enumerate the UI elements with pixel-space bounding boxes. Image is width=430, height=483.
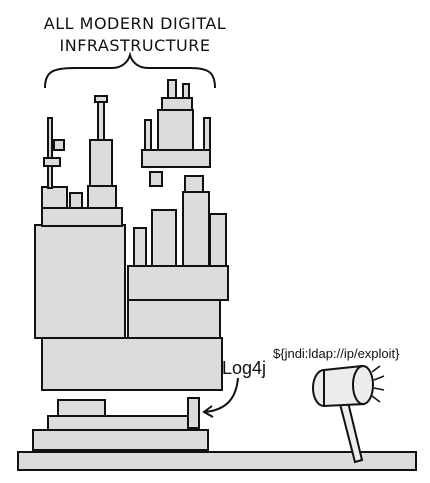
impact-lines	[371, 365, 385, 403]
support-block	[57, 399, 106, 417]
center-small-b	[209, 213, 227, 267]
left-pin-cap-1	[94, 95, 108, 103]
hammer-head-right	[352, 365, 374, 405]
exploit-string-label: ${jndi:ldap://ip/exploit}	[273, 346, 400, 361]
left-main-block	[34, 224, 126, 339]
center-cap	[161, 97, 193, 111]
left-center-pin	[144, 119, 152, 151]
center-link-2	[184, 175, 204, 193]
base-slab-bottom	[17, 451, 417, 471]
log4j-label: Log4j	[222, 358, 267, 378]
center-column-low	[151, 209, 177, 267]
center-peak	[167, 79, 177, 99]
left-small-3	[87, 185, 117, 209]
curved-arrow-icon	[204, 377, 239, 413]
left-tiny-box	[53, 139, 65, 151]
left-column-1	[89, 139, 113, 187]
hammer-icon	[312, 364, 385, 464]
center-small-a	[133, 227, 147, 267]
center-peak-2	[182, 83, 190, 99]
log4j-pillar	[187, 397, 200, 429]
diagram-title-line-2: INFRASTRUCTURE	[59, 36, 211, 55]
right-lower-block	[127, 299, 221, 339]
center-column-tall	[182, 191, 210, 267]
arrow-head	[202, 405, 214, 418]
left-pin-1	[97, 101, 105, 141]
center-top-block	[157, 109, 194, 151]
diagram-title-line-1: ALL MODERN DIGITAL	[43, 14, 227, 33]
left-pin-2	[47, 117, 53, 189]
left-top-slab	[41, 207, 123, 227]
tower-blocks	[17, 79, 417, 471]
center-mid-block	[141, 149, 211, 168]
center-link-1	[149, 171, 163, 187]
base-slab-middle	[32, 429, 209, 451]
right-upper-block	[127, 265, 229, 301]
base-slab-top	[47, 415, 197, 431]
left-small-1	[41, 186, 68, 209]
left-small-2	[69, 192, 83, 209]
right-pin	[203, 117, 211, 151]
curly-brace-icon	[44, 51, 216, 89]
left-tiny-box-2	[43, 157, 61, 167]
large-lower-block	[41, 337, 223, 391]
